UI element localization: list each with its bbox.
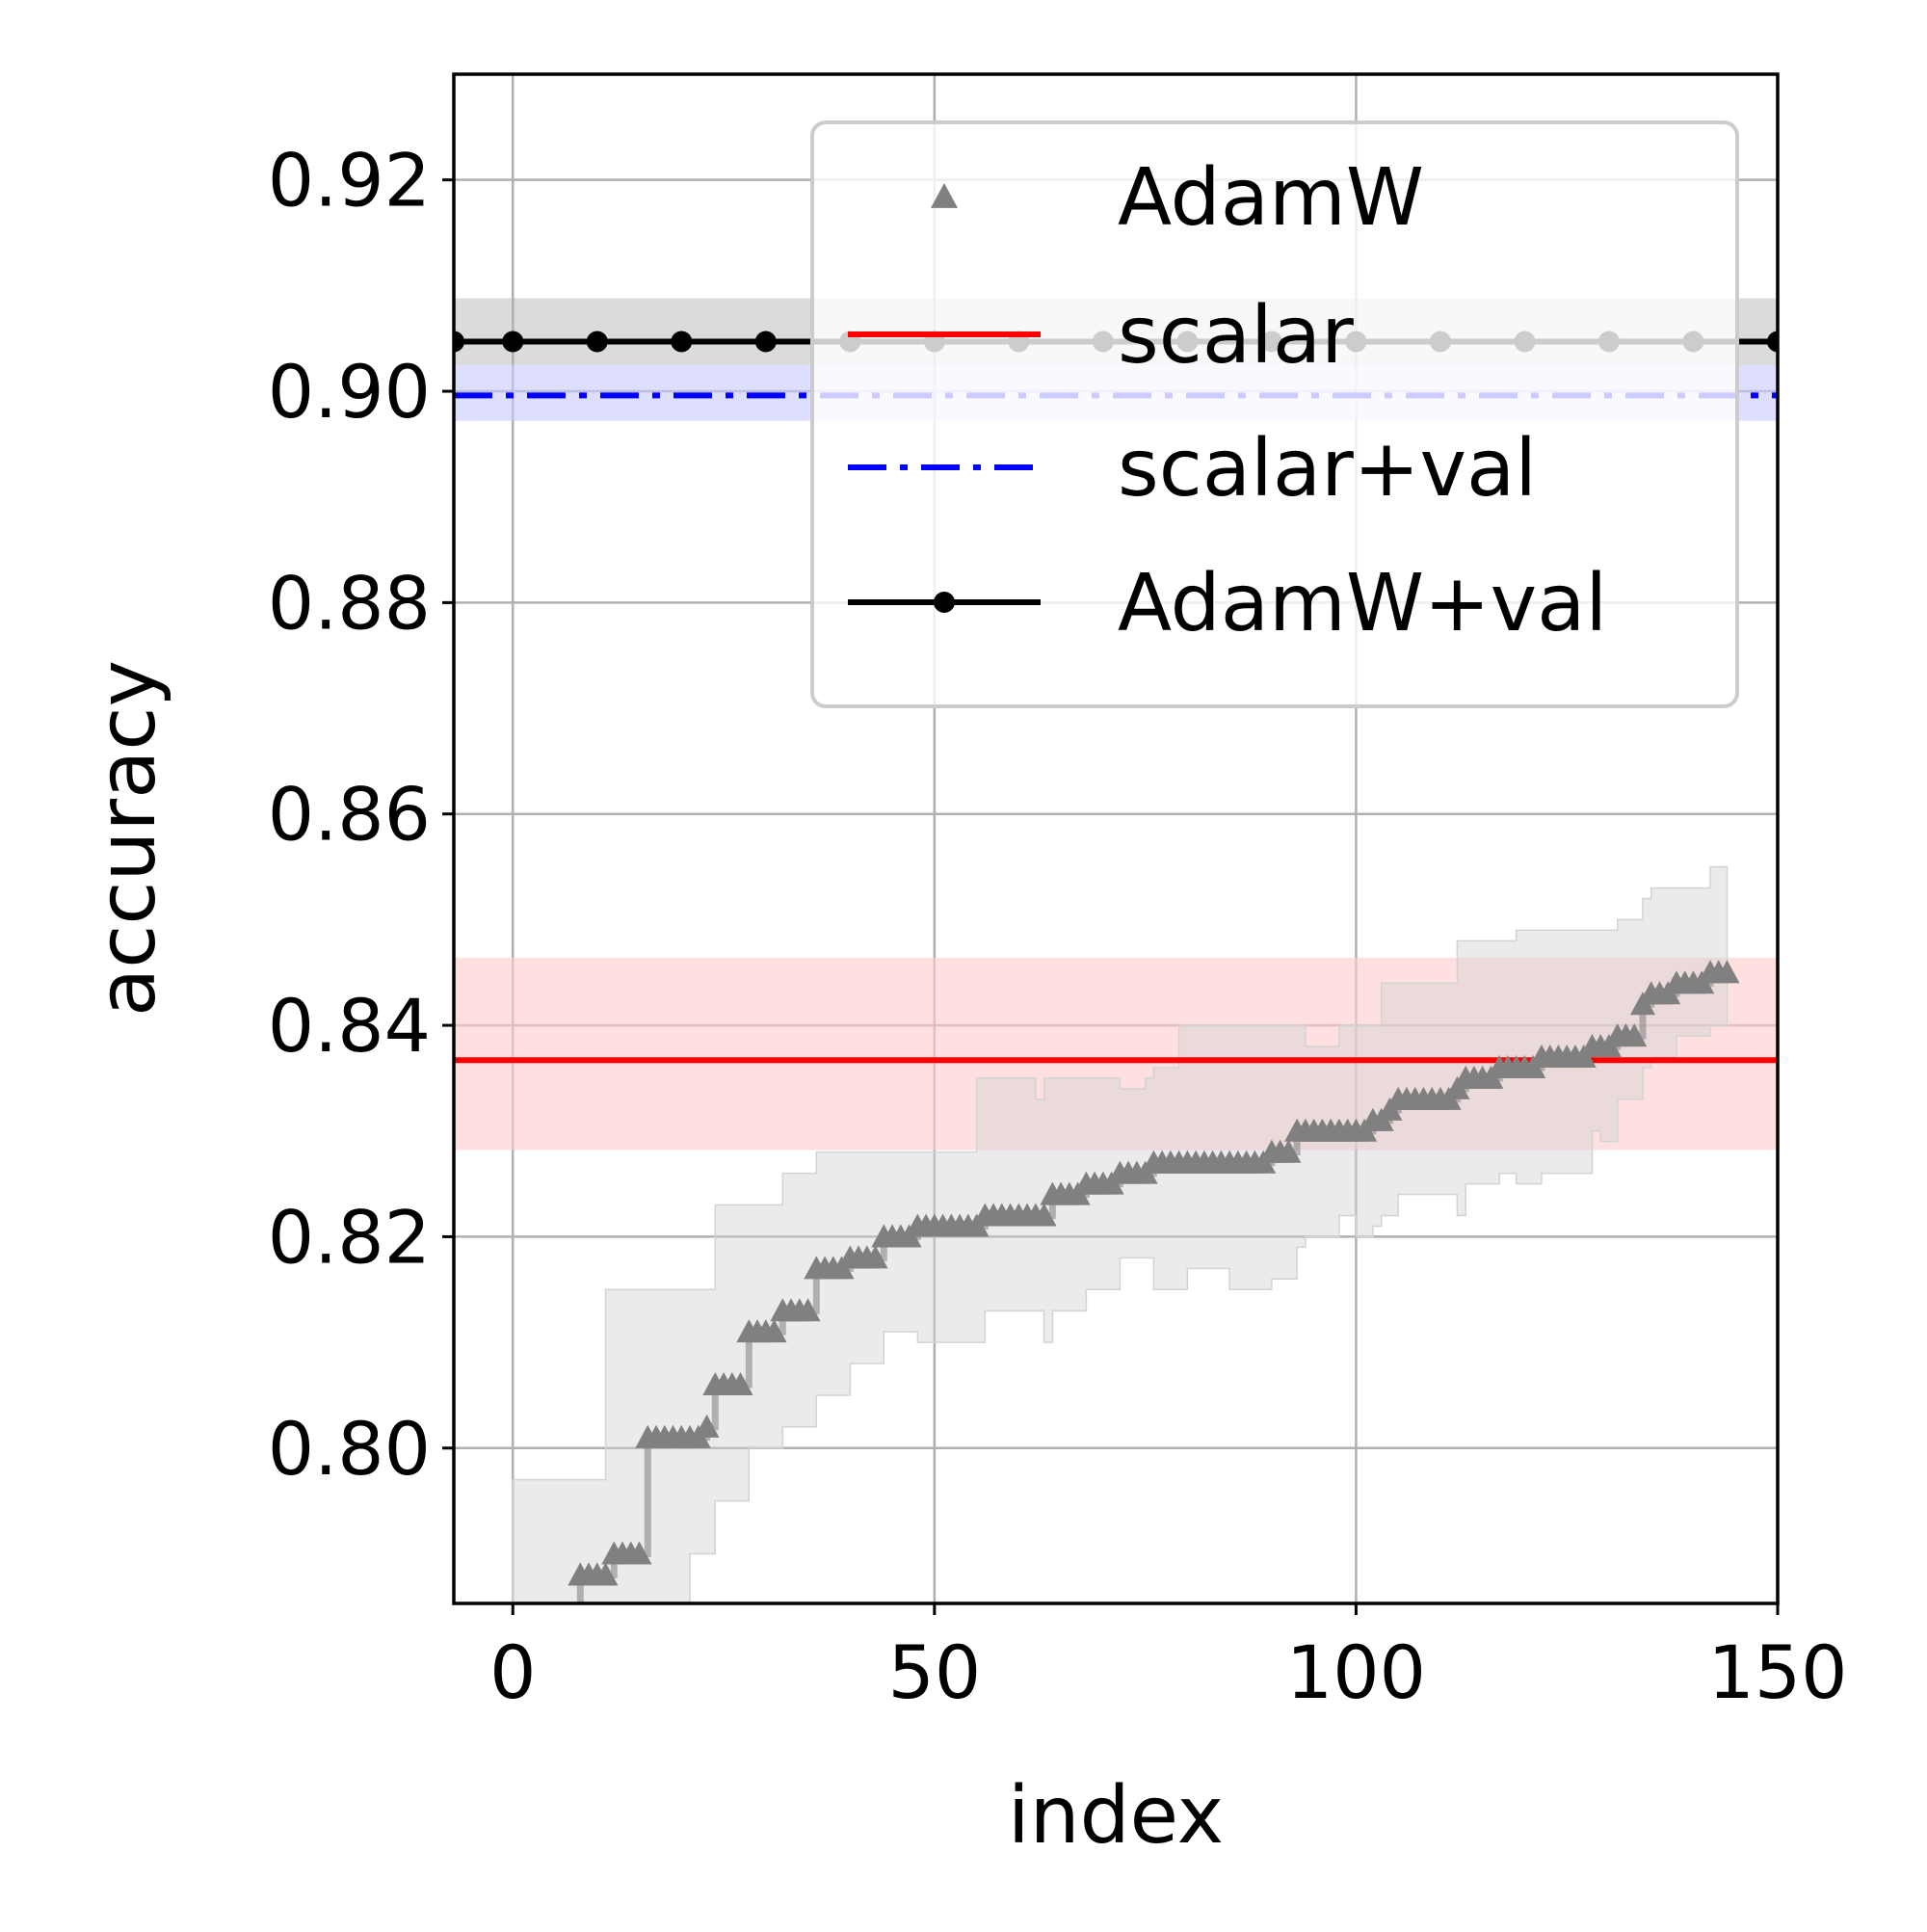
adamw-marker <box>551 1710 576 1734</box>
x-tick-label: 0 <box>489 1629 536 1715</box>
adamw-marker <box>795 1298 821 1322</box>
legend: AdamW scalar scalar+val AdamW+val <box>810 120 1739 708</box>
adamw-marker <box>542 1710 568 1734</box>
y-tick-label: 0.88 <box>268 560 431 646</box>
adamw-marker <box>1622 1023 1648 1047</box>
x-tick-label: 50 <box>887 1629 981 1715</box>
axis-ticks: 0 50 100 150 0.80 0.82 0.84 0.86 0.88 0.90 0.92 <box>268 138 1848 1715</box>
adamw-marker <box>626 1541 652 1565</box>
axes-frame <box>452 72 1780 1605</box>
y-tick-label: 0.80 <box>268 1406 431 1492</box>
adamw-marker <box>593 1562 619 1586</box>
x-tick-label: 150 <box>1707 1629 1847 1715</box>
y-tick-label: 0.86 <box>268 772 431 858</box>
legend-adamw-marker <box>931 183 958 208</box>
plot-area <box>454 298 1778 1734</box>
legend-box <box>810 120 1739 708</box>
adamw-marker <box>1714 960 1740 984</box>
y-tick-label: 0.90 <box>268 349 431 435</box>
adamw-marker <box>1276 1139 1302 1163</box>
adamw-marker <box>694 1414 720 1438</box>
y-tick-label: 0.84 <box>268 983 431 1069</box>
adamw-val-marker <box>754 331 777 353</box>
y-tick-label: 0.92 <box>268 138 431 224</box>
adamw-marker <box>862 1245 888 1269</box>
adamw-marker <box>534 1710 559 1734</box>
adamw-band <box>512 865 1729 1603</box>
adamw-val-marker <box>454 331 464 353</box>
legend-label: scalar <box>1118 290 1354 382</box>
x-tick-label: 100 <box>1286 1629 1426 1715</box>
x-axis-label: index <box>1008 1770 1224 1862</box>
adamw-marker <box>1031 1203 1057 1227</box>
legend-label: AdamW <box>1118 152 1424 244</box>
y-axis-label: accuracy <box>82 660 173 1017</box>
adamw-marker <box>761 1319 787 1343</box>
adamw-val-marker <box>502 331 524 353</box>
legend-label: AdamW+val <box>1118 558 1607 649</box>
adamw-marker <box>560 1710 585 1734</box>
y-tick-label: 0.82 <box>268 1194 431 1280</box>
legend-label: scalar+val <box>1118 423 1537 515</box>
adamw-val-marker <box>671 331 693 353</box>
adamw-val-marker <box>1767 331 1778 353</box>
legend-adamw-val-marker <box>934 592 955 613</box>
adamw-marker <box>727 1371 753 1396</box>
adamw-val-marker <box>586 331 608 353</box>
